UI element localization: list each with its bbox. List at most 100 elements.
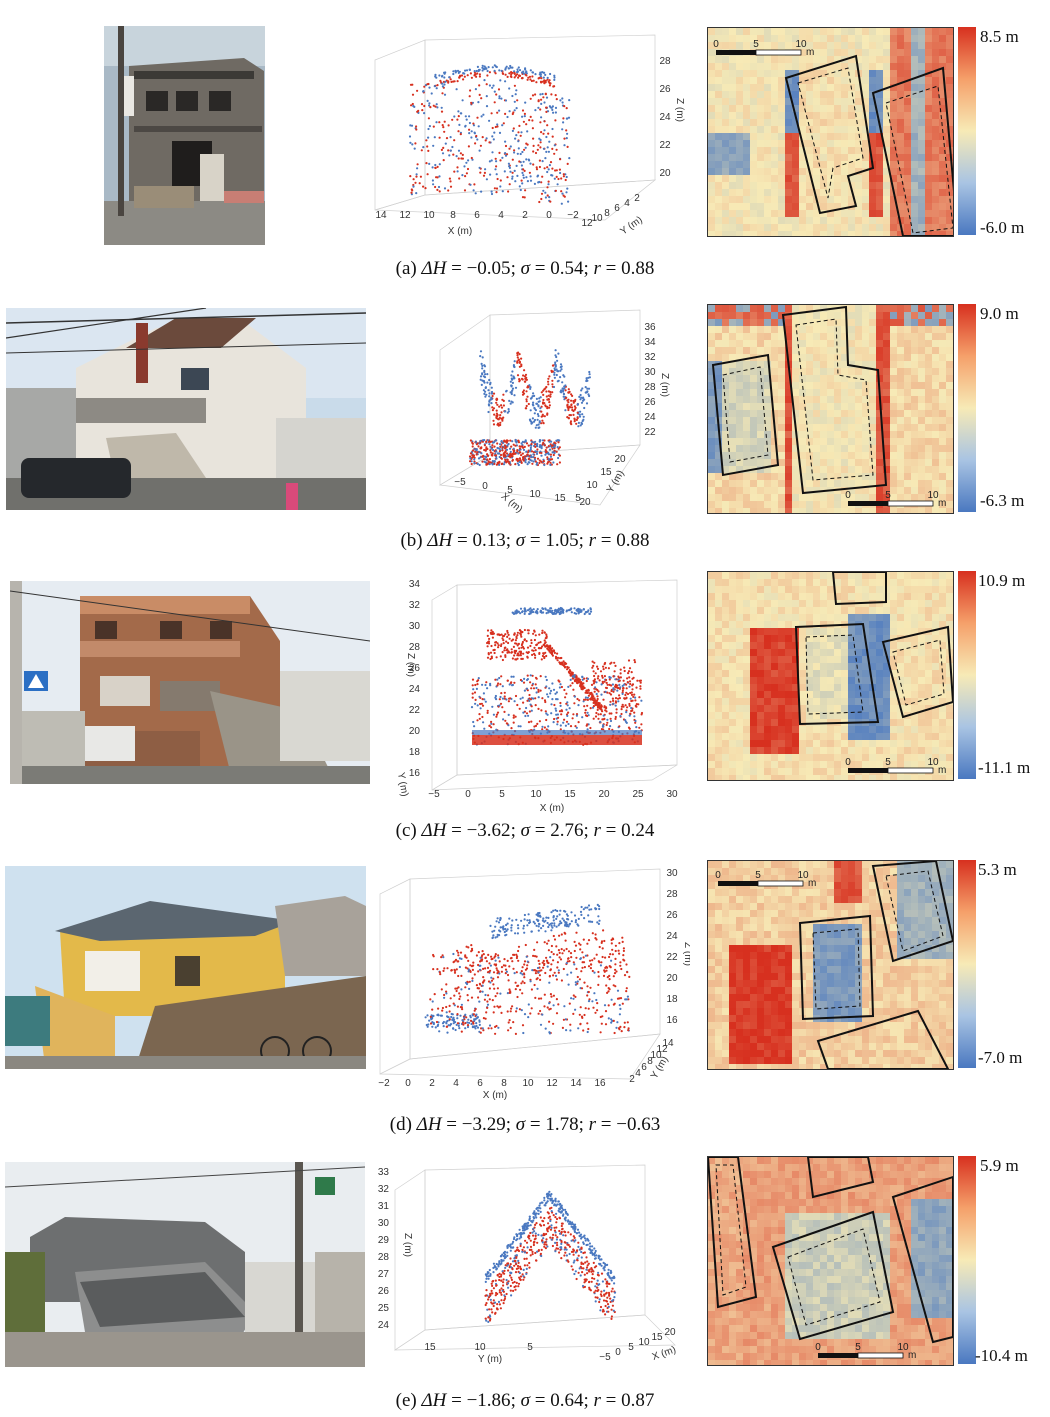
map-cell	[785, 480, 792, 487]
map-cell	[946, 154, 953, 161]
point	[506, 176, 509, 179]
point	[559, 724, 562, 727]
point	[488, 71, 491, 74]
point	[539, 80, 543, 83]
point	[516, 634, 519, 637]
map-cell	[799, 105, 806, 112]
point	[501, 190, 504, 193]
point	[441, 85, 444, 88]
point	[509, 380, 512, 383]
point	[516, 652, 520, 655]
map-cell	[946, 28, 953, 35]
point	[513, 72, 516, 75]
point	[543, 639, 546, 642]
point	[541, 728, 544, 731]
map-cell	[876, 154, 883, 161]
map-cell	[771, 333, 778, 340]
point	[545, 685, 548, 688]
map-cell	[778, 452, 785, 459]
map-cell	[855, 466, 862, 473]
point	[495, 439, 498, 442]
map-cell	[827, 438, 834, 445]
map-cell	[932, 161, 939, 168]
map-cell	[897, 340, 904, 347]
map-cell	[841, 231, 848, 236]
point	[599, 720, 602, 723]
map-cell	[932, 217, 939, 224]
point	[529, 386, 532, 389]
point	[570, 393, 573, 396]
map-cell	[722, 210, 729, 217]
point	[456, 170, 459, 173]
point	[492, 649, 495, 652]
map-cell	[750, 438, 757, 445]
point	[547, 180, 550, 183]
point	[531, 395, 534, 398]
map-cell	[890, 105, 897, 112]
map-cell	[806, 182, 813, 189]
point	[586, 696, 589, 699]
point	[486, 641, 489, 645]
map-cell	[764, 168, 771, 175]
x-tick: 10	[423, 210, 435, 221]
map-cell	[939, 466, 946, 473]
point	[561, 128, 564, 131]
map-cells-b	[708, 305, 953, 513]
x-tick: 30	[666, 789, 678, 800]
map-cell	[876, 340, 883, 347]
map-cell	[946, 438, 953, 445]
point	[567, 200, 570, 203]
map-cell	[855, 175, 862, 182]
map-cell	[757, 119, 764, 126]
point	[499, 443, 502, 446]
map-cell	[743, 210, 750, 217]
map-cell	[750, 494, 757, 501]
point	[529, 644, 532, 648]
point	[488, 392, 491, 395]
map-cell	[883, 49, 890, 56]
map-cell	[820, 466, 827, 473]
point	[562, 374, 565, 377]
r-value-a: 0.88	[621, 258, 655, 279]
map-cell	[764, 119, 771, 126]
point	[551, 135, 554, 138]
point	[533, 456, 537, 459]
point	[499, 414, 502, 417]
point	[582, 682, 585, 685]
point	[476, 704, 479, 707]
point	[523, 375, 526, 378]
point	[536, 643, 539, 646]
map-cell	[834, 28, 841, 35]
point	[517, 725, 520, 728]
point	[533, 630, 536, 633]
point	[495, 698, 498, 701]
point	[562, 121, 565, 124]
point	[562, 389, 565, 392]
map-cell	[757, 508, 764, 513]
map-cell	[869, 333, 876, 340]
z-tick: 22	[409, 705, 421, 716]
map-cell	[876, 91, 883, 98]
map-cell	[897, 161, 904, 168]
point	[553, 144, 556, 147]
point	[544, 700, 547, 704]
map-cell	[911, 217, 918, 224]
map-cell	[827, 28, 834, 35]
map-cell	[729, 305, 736, 312]
point	[438, 190, 441, 193]
map-cell	[862, 105, 869, 112]
point	[548, 404, 551, 407]
point	[486, 454, 490, 457]
map-cell	[778, 340, 785, 347]
map-cell	[729, 389, 736, 396]
map-cell	[890, 154, 897, 161]
point	[514, 93, 517, 96]
point	[532, 610, 535, 614]
point	[559, 363, 563, 366]
map-cell	[722, 326, 729, 333]
point	[552, 85, 555, 88]
point	[508, 87, 511, 90]
map-cell	[897, 42, 904, 49]
point	[443, 130, 446, 133]
point	[525, 706, 528, 710]
